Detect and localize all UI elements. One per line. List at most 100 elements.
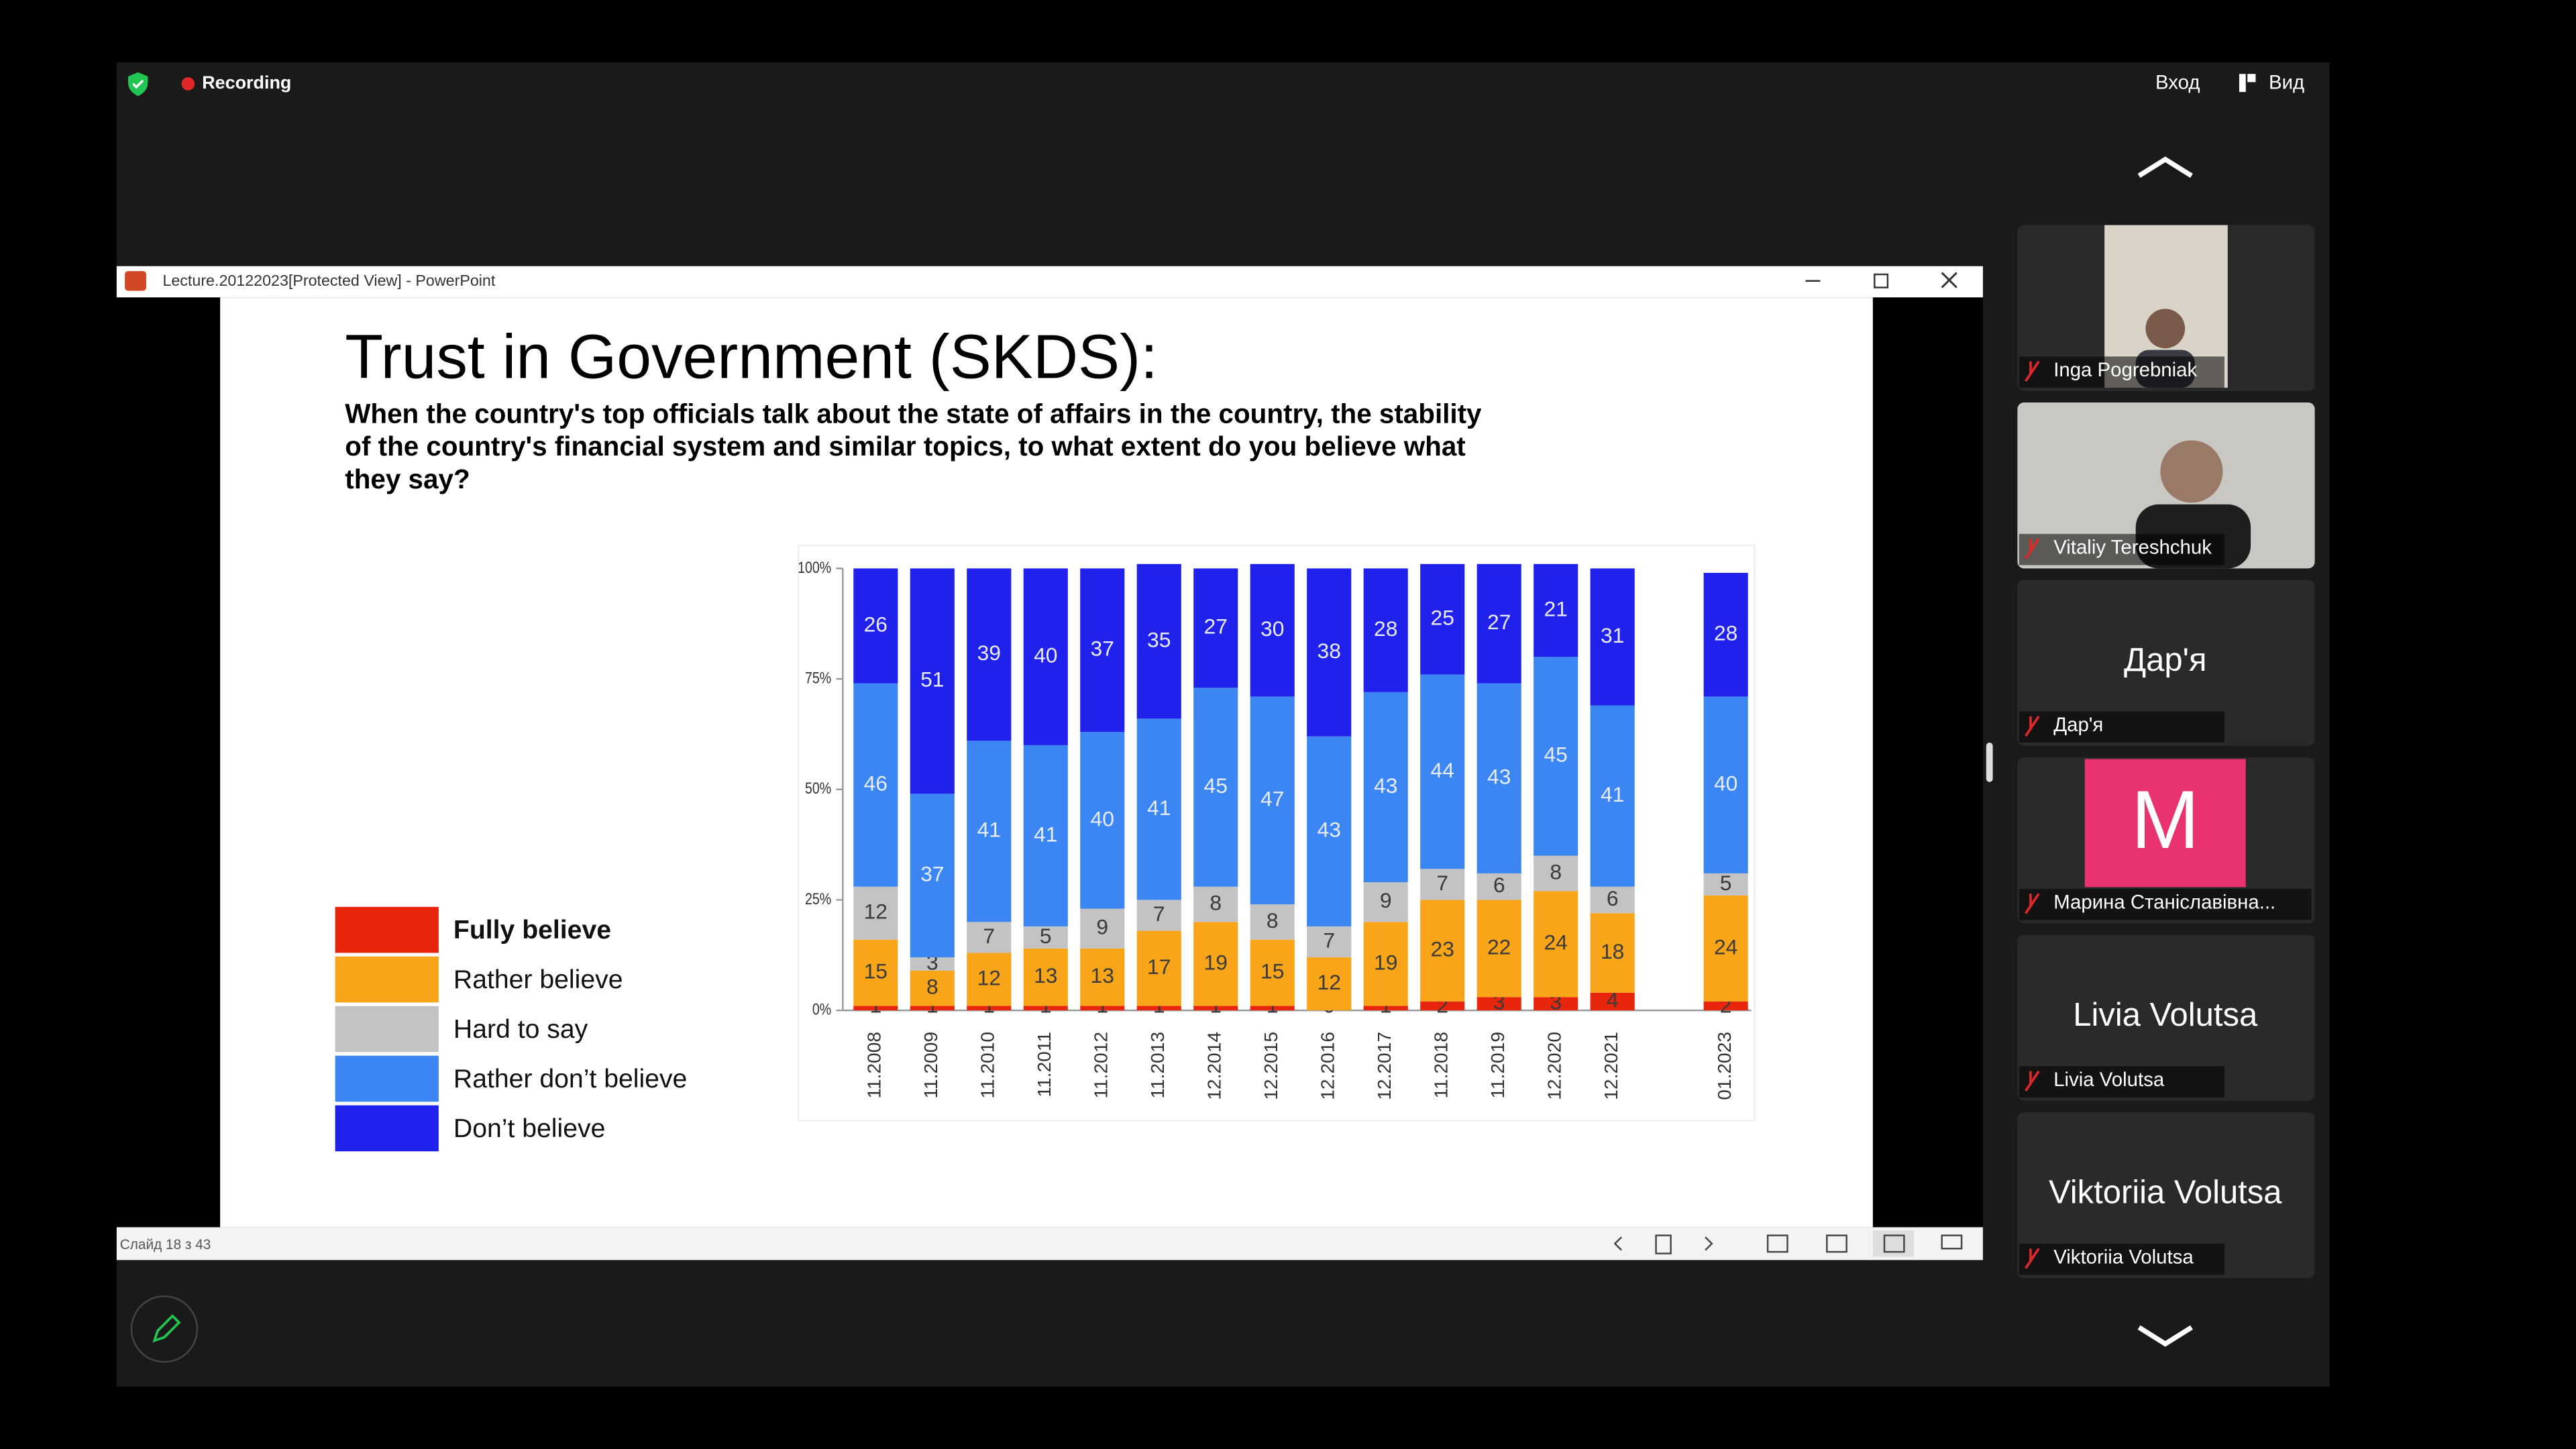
legend-swatch <box>335 1105 439 1152</box>
scroll-down[interactable] <box>2137 1325 2193 1347</box>
ppt-icon <box>125 271 146 291</box>
bar-segment <box>1023 745 1068 926</box>
slide-subtitle: they say? <box>345 464 470 494</box>
bar-segment <box>1534 891 1578 998</box>
data-label: 43 <box>1374 773 1397 798</box>
bar-segment <box>1363 1006 1408 1011</box>
bar-segment <box>1703 696 1748 873</box>
legend-label: Rather believe <box>453 965 623 994</box>
data-label: 8 <box>1210 890 1222 914</box>
participant-tile[interactable] <box>2017 580 2315 746</box>
bar-segment <box>1477 564 1521 684</box>
avatar-letter: M <box>2131 773 2200 865</box>
slide-subtitle: When the country's top officials talk ab… <box>345 398 1482 429</box>
data-label: 9 <box>1096 915 1108 939</box>
data-label: 6 <box>1607 886 1619 910</box>
data-label: 4 <box>1607 987 1619 1012</box>
notes-button[interactable] <box>1655 1234 1672 1254</box>
participant-video <box>2160 440 2223 503</box>
bar-segment <box>853 568 898 684</box>
slide-nav[interactable] <box>1613 1236 1713 1251</box>
recording-label[interactable]: Recording <box>202 72 291 93</box>
name-badge <box>2019 711 2224 743</box>
bar-segment <box>1250 564 1295 697</box>
enter-button[interactable]: Вход <box>2155 72 2200 94</box>
data-label: 31 <box>1601 623 1624 647</box>
annotate-button[interactable] <box>130 1295 199 1363</box>
name-badge <box>2019 1243 2224 1275</box>
data-label: 41 <box>1147 796 1171 820</box>
data-label: 23 <box>1431 937 1454 961</box>
bar-segment <box>1703 572 1748 697</box>
data-label: 17 <box>1147 955 1171 979</box>
bar-segment <box>967 568 1012 741</box>
scroll-up[interactable] <box>2137 156 2193 178</box>
data-label: 7 <box>1436 871 1448 895</box>
sorter-view[interactable] <box>1826 1234 1847 1253</box>
bar-segment <box>1250 904 1295 940</box>
data-label: 12 <box>977 965 1001 989</box>
data-label: 47 <box>1260 787 1284 811</box>
x-tick-label: 11.2010 <box>977 1032 998 1099</box>
bar-segment <box>1534 855 1578 892</box>
x-tick-label: 11.2019 <box>1487 1032 1508 1099</box>
reading-view[interactable] <box>1883 1234 1905 1253</box>
y-tick-label: 50% <box>805 779 831 798</box>
bar-segment <box>1420 1001 1465 1011</box>
participant-video <box>2145 309 2186 349</box>
data-label: 30 <box>1260 616 1284 641</box>
x-tick-label: 11.2009 <box>920 1032 941 1099</box>
view-icon <box>2239 74 2246 93</box>
close-button[interactable] <box>1941 272 1957 288</box>
data-label: 45 <box>1204 773 1228 798</box>
data-label: 22 <box>1487 934 1511 959</box>
restore-button[interactable] <box>1874 273 1889 288</box>
participant-tile[interactable] <box>2017 1112 2315 1279</box>
splitter-handle[interactable] <box>1986 742 1993 782</box>
participant-name: Viktoriia Volutsa <box>2053 1246 2194 1269</box>
data-label: 37 <box>1091 637 1114 661</box>
slideshow-view[interactable] <box>1941 1234 1963 1250</box>
data-label: 41 <box>1034 822 1057 846</box>
bar-segment <box>1534 997 1578 1011</box>
data-label: 41 <box>977 818 1001 842</box>
bar-segment <box>1363 568 1408 692</box>
bar-segment <box>1080 908 1125 949</box>
recording-dot <box>181 77 195 91</box>
bar-segment <box>853 1006 898 1011</box>
legend: Fully believe Rather believe Hard to say Ra… <box>335 906 687 1152</box>
bar-segment <box>1250 1006 1295 1011</box>
muted-mic <box>2025 360 2040 382</box>
name-badge <box>2019 888 2312 920</box>
bar-segment <box>1590 913 1635 993</box>
bar-segment <box>1193 568 1238 688</box>
data-label: 7 <box>1323 928 1335 952</box>
bar-segment <box>910 957 955 971</box>
legend-swatch <box>335 956 439 1003</box>
data-label: 9 <box>1380 888 1392 912</box>
data-label: 28 <box>1374 616 1397 641</box>
data-label: 43 <box>1318 818 1341 842</box>
avatar <box>2084 759 2246 888</box>
x-tick-label: 12.2020 <box>1544 1032 1565 1100</box>
bar-segment <box>910 568 955 794</box>
bar-segment <box>1534 657 1578 856</box>
view-icon <box>2247 74 2256 83</box>
normal-view[interactable] <box>1766 1234 1788 1253</box>
x-tick-label: 11.2013 <box>1147 1032 1168 1099</box>
muted-mic <box>2025 715 2040 737</box>
participant-tile[interactable] <box>2017 934 2315 1101</box>
y-tick-label: 100% <box>798 558 831 577</box>
bar-segment <box>967 741 1012 922</box>
legend-swatch <box>335 906 439 953</box>
data-label: 26 <box>864 612 888 636</box>
data-label: 43 <box>1487 765 1511 789</box>
pencil-icon <box>152 1314 181 1343</box>
data-label: 51 <box>920 667 944 692</box>
bar-segment <box>1250 696 1295 905</box>
data-label: 24 <box>1544 930 1567 955</box>
view-button[interactable]: Вид <box>2269 72 2304 94</box>
bar-segment <box>1193 922 1238 1006</box>
bar-segment <box>1477 683 1521 873</box>
